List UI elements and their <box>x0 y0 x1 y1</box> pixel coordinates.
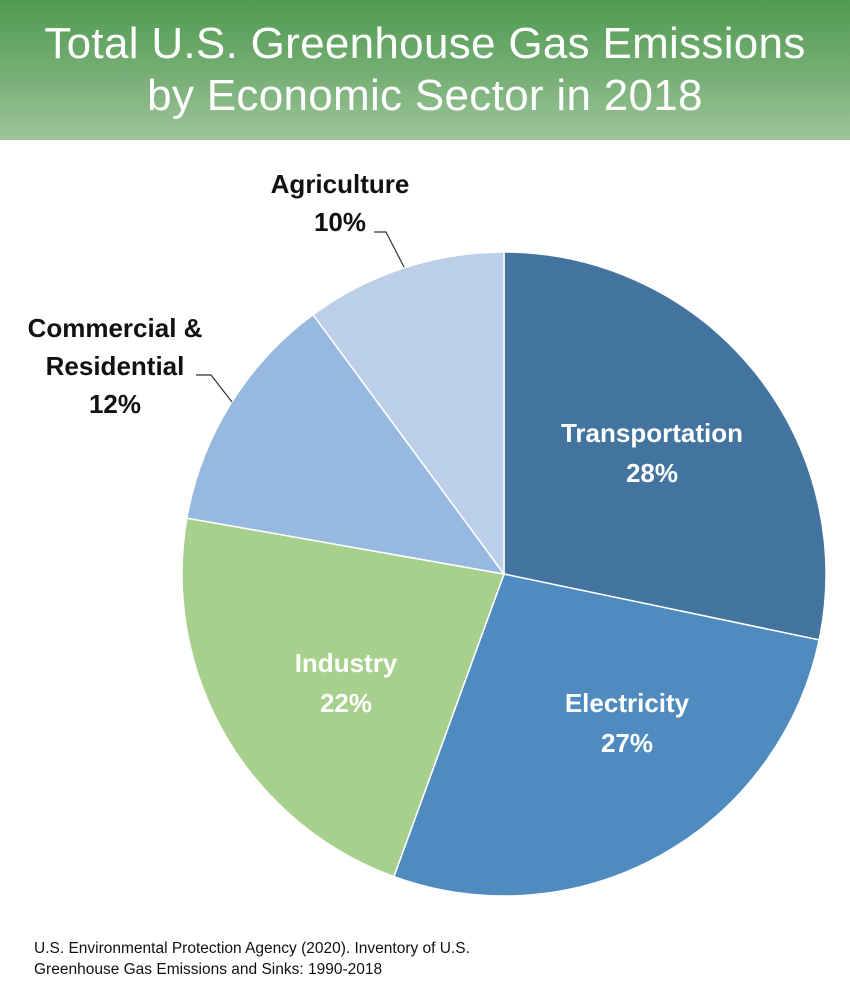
pie-slice-agriculture <box>312 251 505 577</box>
slice-label-text: Industry <box>295 648 398 678</box>
slice-label-industry: Industry 22% <box>295 648 398 718</box>
chart-title-line-1: Total U.S. Greenhouse Gas Emissions <box>44 19 806 68</box>
slice-value-label: 27% <box>601 728 653 758</box>
slice-label-text: Residential <box>46 351 185 381</box>
pie-slice-industry <box>181 517 506 878</box>
source-citation: U.S. Environmental Protection Agency (20… <box>34 938 814 980</box>
source-line-2: Greenhouse Gas Emissions and Sinks: 1990… <box>34 961 383 978</box>
slice-value-label: 28% <box>626 458 678 488</box>
slice-label-transportation: Transportation 28% <box>561 418 743 488</box>
slice-label-agriculture: Agriculture 10% <box>271 169 410 237</box>
slice-value-label: 12% <box>89 389 141 419</box>
source-line-1: U.S. Environmental Protection Agency (20… <box>34 940 470 957</box>
pie-slice-commercial-residential <box>186 313 506 576</box>
leader-line-commercial-residential <box>196 374 233 403</box>
pie-labels: Transportation 28% Electricity 27% Industry 2… <box>28 169 743 758</box>
pie-slice-transportation <box>503 251 827 641</box>
slice-value-label: 22% <box>320 688 372 718</box>
leader-line-agriculture <box>374 231 405 268</box>
slice-label-text: Agriculture <box>271 169 410 199</box>
slice-label-text: Electricity <box>565 688 690 718</box>
slice-label-text: Commercial & <box>28 313 203 343</box>
slice-label-electricity: Electricity 27% <box>565 688 690 758</box>
chart-title-line-2: by Economic Sector in 2018 <box>147 71 703 120</box>
pie-slice-electricity <box>392 573 821 897</box>
pie-slices <box>181 251 827 897</box>
pie-chart: Transportation 28% Electricity 27% Industry 2… <box>28 169 827 897</box>
chart-title-banner: Total U.S. Greenhouse Gas Emissions by E… <box>0 0 850 140</box>
slice-label-text: Transportation <box>561 418 743 448</box>
slice-value-label: 10% <box>314 207 366 237</box>
slice-label-commercial-residential: Commercial & Residential 12% <box>28 313 203 419</box>
